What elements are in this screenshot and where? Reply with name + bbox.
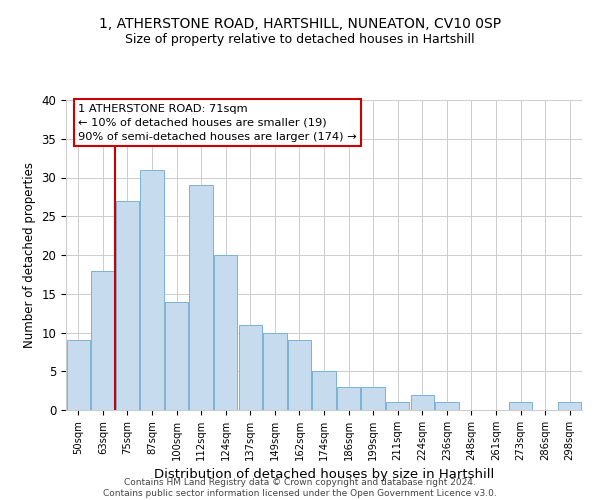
Bar	[263, 332, 287, 410]
Bar	[190, 185, 213, 410]
Bar	[67, 340, 90, 410]
Bar	[337, 387, 360, 410]
Text: Size of property relative to detached houses in Hartshill: Size of property relative to detached ho…	[125, 32, 475, 46]
Bar	[509, 402, 532, 410]
Y-axis label: Number of detached properties: Number of detached properties	[23, 162, 36, 348]
Bar	[116, 200, 139, 410]
Text: Contains HM Land Registry data © Crown copyright and database right 2024.
Contai: Contains HM Land Registry data © Crown c…	[103, 478, 497, 498]
Bar	[239, 325, 262, 410]
Bar	[288, 340, 311, 410]
Bar	[558, 402, 581, 410]
Text: 1, ATHERSTONE ROAD, HARTSHILL, NUNEATON, CV10 0SP: 1, ATHERSTONE ROAD, HARTSHILL, NUNEATON,…	[99, 18, 501, 32]
Bar	[313, 371, 335, 410]
Bar	[410, 394, 434, 410]
X-axis label: Distribution of detached houses by size in Hartshill: Distribution of detached houses by size …	[154, 468, 494, 481]
Bar	[140, 170, 164, 410]
Bar	[165, 302, 188, 410]
Bar	[214, 255, 238, 410]
Bar	[91, 270, 115, 410]
Text: 1 ATHERSTONE ROAD: 71sqm
← 10% of detached houses are smaller (19)
90% of semi-d: 1 ATHERSTONE ROAD: 71sqm ← 10% of detach…	[78, 104, 357, 142]
Bar	[435, 402, 458, 410]
Bar	[361, 387, 385, 410]
Bar	[386, 402, 409, 410]
